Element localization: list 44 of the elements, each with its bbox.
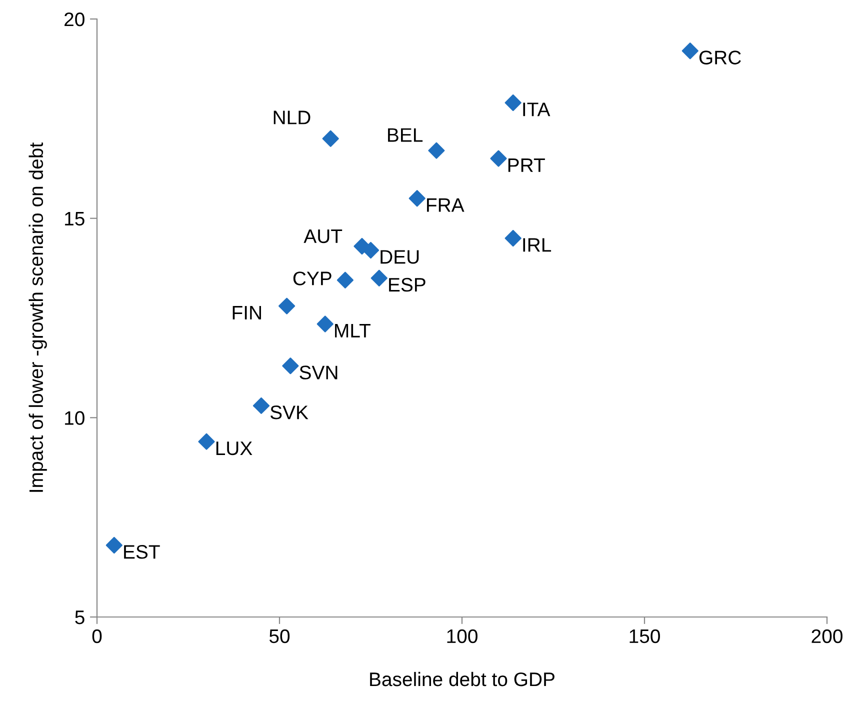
annotation: NLD bbox=[274, 110, 310, 124]
y-tick-label: 20 bbox=[64, 12, 84, 26]
point bbox=[490, 150, 507, 167]
annotation: LUX bbox=[216, 442, 252, 456]
annotation: FIN bbox=[232, 306, 261, 320]
point bbox=[370, 270, 388, 286]
annotation: EST bbox=[124, 545, 160, 559]
annotation: GRC bbox=[699, 50, 741, 64]
point bbox=[316, 316, 334, 332]
annotation: FRA bbox=[427, 198, 464, 212]
y-tick-label: 5 bbox=[75, 610, 84, 624]
point bbox=[322, 130, 339, 147]
x-tick-label: 150 bbox=[630, 629, 660, 644]
y-axis-title: Impact of lower -growth scenario on debt bbox=[28, 142, 47, 492]
point bbox=[362, 242, 380, 259]
annotation: SVN bbox=[300, 366, 338, 380]
point bbox=[504, 94, 522, 112]
point bbox=[106, 536, 122, 554]
x-axis-title: Baseline debt to GDP bbox=[370, 672, 554, 686]
x-tick-label: 0 bbox=[92, 629, 102, 644]
point bbox=[278, 298, 296, 314]
y-tick-label: 15 bbox=[65, 212, 84, 226]
annotation: IRL bbox=[523, 238, 552, 252]
point bbox=[198, 433, 215, 450]
x-tick-label: 50 bbox=[269, 629, 290, 644]
annotation: DEU bbox=[380, 250, 419, 264]
annotation: SVK bbox=[270, 405, 308, 420]
annotation: MLT bbox=[335, 324, 370, 338]
annotation: ITA bbox=[523, 102, 550, 116]
point bbox=[428, 142, 445, 159]
y-tick-label: 10 bbox=[65, 411, 84, 425]
annotation: CYP bbox=[293, 272, 332, 286]
x-tick-label: 200 bbox=[812, 629, 842, 644]
point bbox=[682, 42, 698, 60]
point bbox=[504, 230, 522, 247]
x-tick-label: 100 bbox=[447, 629, 478, 644]
point bbox=[336, 272, 354, 288]
point bbox=[282, 358, 299, 374]
annotation: AUT bbox=[304, 230, 342, 244]
point bbox=[252, 397, 270, 414]
annotation: ESP bbox=[389, 278, 426, 292]
point bbox=[408, 190, 426, 207]
annotation: BEL bbox=[388, 128, 423, 142]
annotation: PRT bbox=[508, 158, 545, 172]
